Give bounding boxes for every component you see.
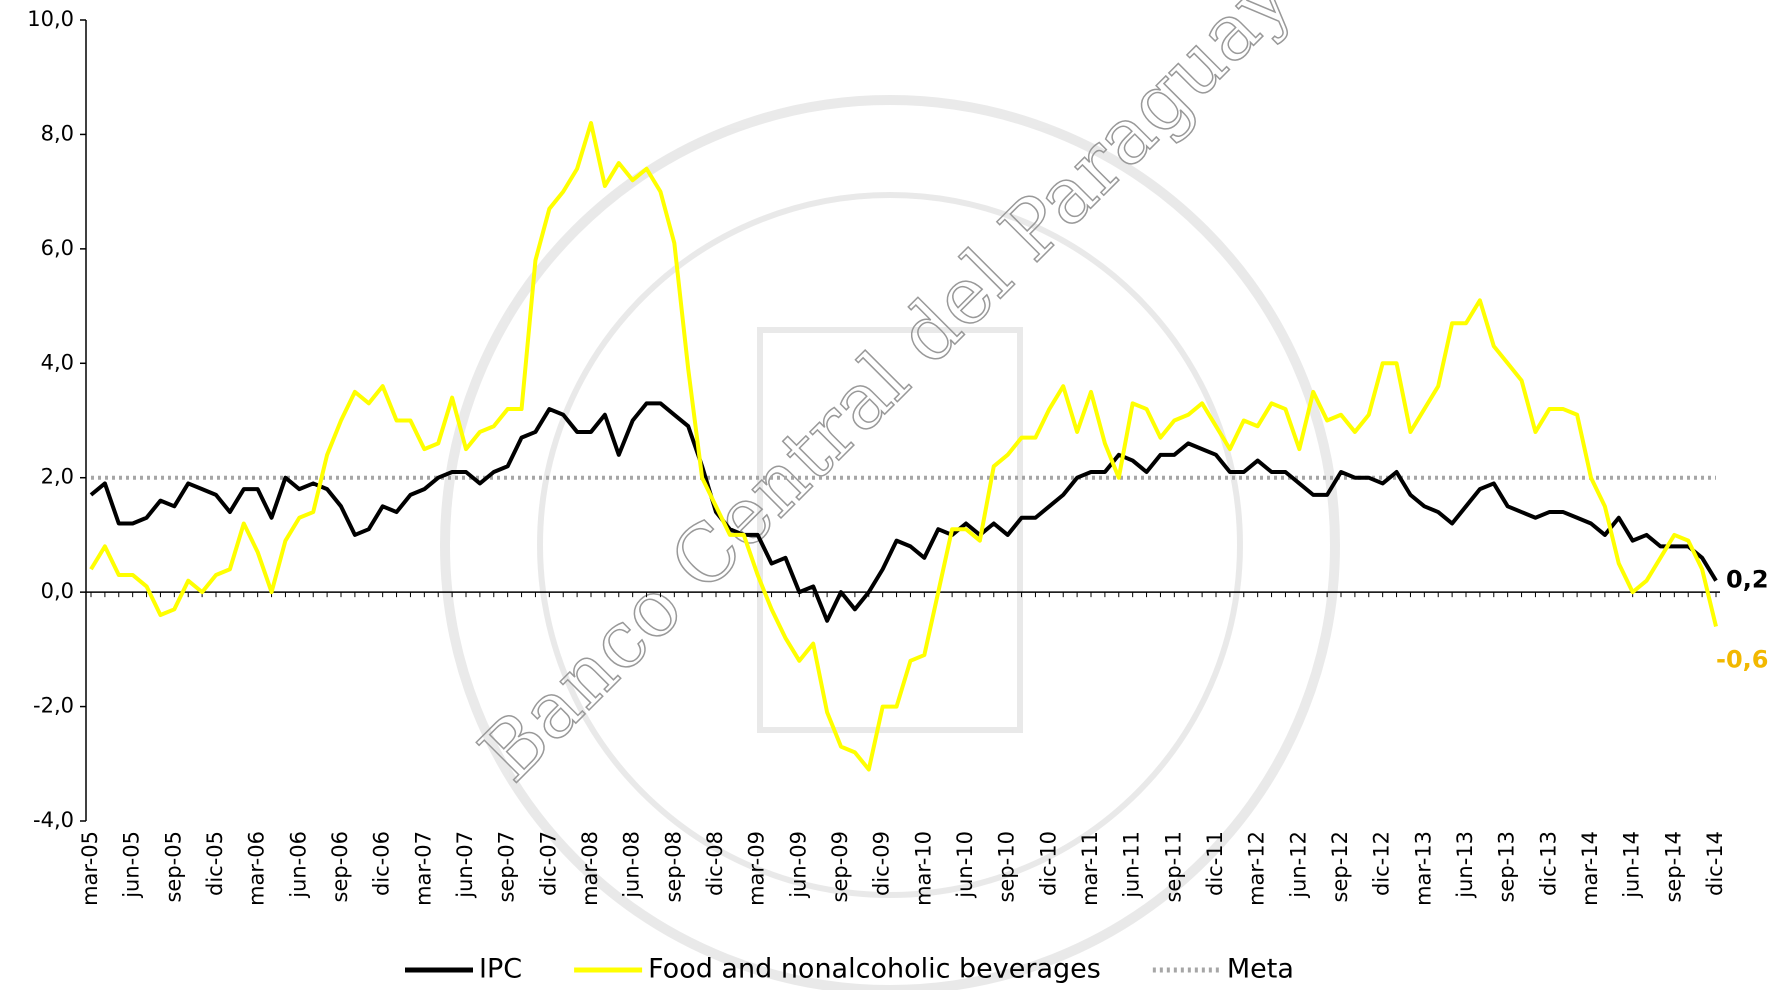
x-tick-label: dic-05: [203, 831, 227, 896]
x-tick-label: jun-07: [453, 831, 477, 899]
x-tick-label: sep-11: [1161, 831, 1185, 903]
x-tick-label: jun-14: [1620, 831, 1644, 899]
y-tick-label: 4,0: [41, 350, 74, 374]
x-tick-label: jun-08: [620, 831, 644, 899]
y-tick-label: 8,0: [41, 121, 74, 145]
end-label: -0,6: [1716, 645, 1768, 673]
x-tick-label: mar-13: [1411, 831, 1435, 906]
y-tick-label: 0,0: [41, 579, 74, 603]
x-tick-label: sep-06: [328, 831, 352, 903]
x-tick-label: dic-07: [536, 831, 560, 896]
x-tick-label: mar-08: [578, 831, 602, 906]
x-tick-label: jun-10: [953, 831, 977, 899]
x-tick-label: mar-10: [911, 831, 935, 906]
x-tick-label: mar-07: [411, 831, 435, 906]
x-tick-label: dic-13: [1536, 831, 1560, 896]
x-tick-label: dic-10: [1036, 831, 1060, 896]
x-tick-label: mar-14: [1578, 831, 1602, 906]
watermark: Banco Central del Paraguay: [463, 0, 1309, 799]
x-tick-label: mar-09: [745, 831, 769, 906]
x-tick-label: sep-08: [661, 831, 685, 903]
x-tick-label: dic-09: [870, 831, 894, 896]
x-tick-label: sep-12: [1328, 831, 1352, 903]
x-tick-label: jun-12: [1286, 831, 1310, 899]
x-tick-label: mar-11: [1078, 831, 1102, 906]
x-tick-label: mar-05: [78, 831, 102, 906]
end-label: 0,2: [1726, 566, 1769, 594]
x-tick-label: dic-06: [370, 831, 394, 896]
y-tick-label: 10,0: [27, 7, 74, 31]
x-tick-label: dic-11: [1203, 831, 1227, 896]
x-tick-label: dic-08: [703, 831, 727, 896]
y-tick-label: -2,0: [33, 694, 74, 718]
y-tick-label: -4,0: [33, 808, 74, 832]
legend-label: Food and nonalcoholic beverages: [648, 954, 1101, 985]
y-tick-label: 6,0: [41, 236, 74, 260]
x-tick-label: jun-11: [1120, 831, 1144, 899]
x-tick-label: dic-12: [1370, 831, 1394, 896]
chart: Banco Central del Paraguay -4,0 -2,0 0,0 2,…: [0, 0, 1779, 990]
x-tick-label: sep-05: [161, 831, 185, 903]
x-tick-label: sep-13: [1495, 831, 1519, 903]
x-tick-label: mar-12: [1245, 831, 1269, 906]
x-tick-label: sep-07: [495, 831, 519, 903]
x-tick-label: jun-06: [286, 831, 310, 899]
x-tick-label: sep-14: [1661, 831, 1685, 903]
x-tick-label: sep-10: [995, 831, 1019, 903]
y-tick-label: 2,0: [41, 465, 74, 489]
legend-label: IPC: [479, 954, 522, 985]
x-tick-label: sep-09: [828, 831, 852, 903]
series-line: [91, 123, 1716, 770]
x-tick-label: jun-09: [786, 831, 810, 899]
x-tick-label: dic-14: [1703, 831, 1727, 896]
x-tick-label: jun-05: [120, 831, 144, 899]
x-tick-label: mar-06: [245, 831, 269, 906]
x-tick-label: jun-13: [1453, 831, 1477, 899]
legend-label: Meta: [1227, 954, 1294, 985]
